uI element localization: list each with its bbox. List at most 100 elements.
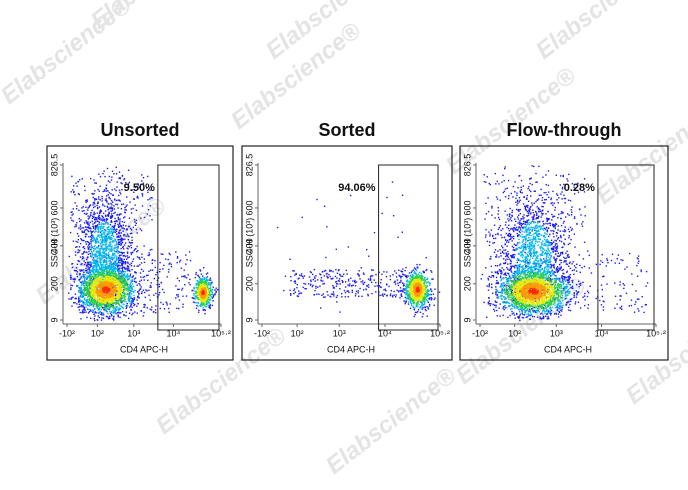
event-dot [111, 245, 113, 247]
event-dot [86, 233, 88, 235]
event-dot [303, 275, 306, 277]
event-dot [110, 179, 113, 181]
event-dot [97, 288, 99, 291]
event-dot [118, 303, 121, 306]
event-dot [94, 294, 96, 296]
event-dot [149, 215, 151, 217]
event-dot [323, 296, 325, 298]
event-dot [194, 295, 197, 297]
event-dot [367, 293, 369, 296]
event-dot [114, 229, 117, 231]
event-dot [107, 298, 109, 300]
event-dot [284, 275, 287, 277]
event-dot [133, 297, 136, 299]
event-dot [86, 296, 89, 298]
event-dot [98, 264, 100, 266]
event-dot [397, 291, 400, 293]
event-dot [127, 265, 130, 268]
event-dot [347, 296, 349, 298]
event-dot [204, 313, 206, 315]
event-dot [108, 273, 111, 275]
event-dot [78, 298, 80, 300]
event-dot [426, 295, 429, 297]
event-dot [420, 272, 423, 275]
event-dot [406, 281, 408, 283]
event-dot [385, 290, 387, 292]
event-dot [112, 307, 115, 309]
event-dot [415, 298, 418, 301]
event-dot [413, 303, 415, 305]
event-dot [111, 228, 114, 230]
event-dot [128, 246, 131, 248]
event-dot [375, 273, 377, 276]
event-dot [110, 299, 112, 301]
event-dot [94, 303, 96, 306]
event-dot [93, 288, 95, 291]
event-dot [108, 296, 110, 299]
event-dot [175, 297, 177, 299]
event-dot [86, 221, 88, 223]
event-dot [417, 310, 419, 313]
event-dot [104, 175, 106, 178]
event-dot [98, 316, 100, 319]
event-dot [312, 284, 314, 287]
event-dot [99, 258, 101, 260]
event-dot [140, 217, 142, 219]
event-dot [193, 297, 195, 300]
event-dot [80, 286, 82, 288]
event-dot [336, 277, 338, 279]
event-dot [426, 315, 428, 317]
event-dot [98, 251, 100, 253]
event-dot [70, 288, 72, 291]
event-dot [80, 290, 82, 292]
event-dot [320, 280, 322, 282]
event-dot [114, 301, 116, 304]
event-dot [406, 297, 408, 299]
event-dot [108, 268, 111, 270]
event-dot [205, 294, 207, 297]
event-dot [430, 299, 432, 301]
event-dot [293, 289, 295, 292]
event-dot [105, 256, 107, 258]
event-dot [109, 298, 111, 300]
event-dot [114, 273, 116, 275]
event-dot [91, 273, 93, 275]
event-dot [93, 318, 95, 320]
event-dot [99, 209, 102, 211]
event-dot [201, 297, 204, 299]
event-dot [113, 275, 115, 277]
event-dot [142, 315, 145, 317]
event-dot [71, 175, 73, 178]
event-dot [101, 265, 103, 267]
event-dot [119, 234, 122, 237]
event-dot [118, 296, 120, 299]
event-dot [97, 226, 100, 228]
event-dot [103, 226, 105, 228]
event-dot [128, 278, 130, 280]
event-dot [126, 302, 128, 305]
event-dot [96, 272, 99, 274]
event-dot [87, 215, 89, 217]
event-dot [123, 273, 126, 275]
event-dot [127, 305, 129, 307]
event-dot [105, 296, 107, 299]
event-dot [147, 209, 150, 211]
event-dot [98, 273, 100, 275]
event-dot [96, 262, 99, 264]
event-dot [98, 286, 100, 289]
event-dot [159, 271, 161, 273]
event-dot [126, 274, 128, 276]
event-dot [382, 295, 384, 297]
event-dot [417, 273, 420, 275]
event-dot [81, 296, 84, 299]
event-dot [112, 269, 114, 271]
event-dot [71, 266, 74, 268]
event-dot [322, 293, 324, 295]
event-dot [127, 277, 129, 279]
y-tick-label: 600 [49, 200, 59, 215]
event-dot [204, 295, 207, 298]
event-dot [93, 271, 95, 273]
event-dot [73, 302, 75, 304]
event-dot [422, 313, 424, 315]
event-dot [109, 272, 111, 274]
